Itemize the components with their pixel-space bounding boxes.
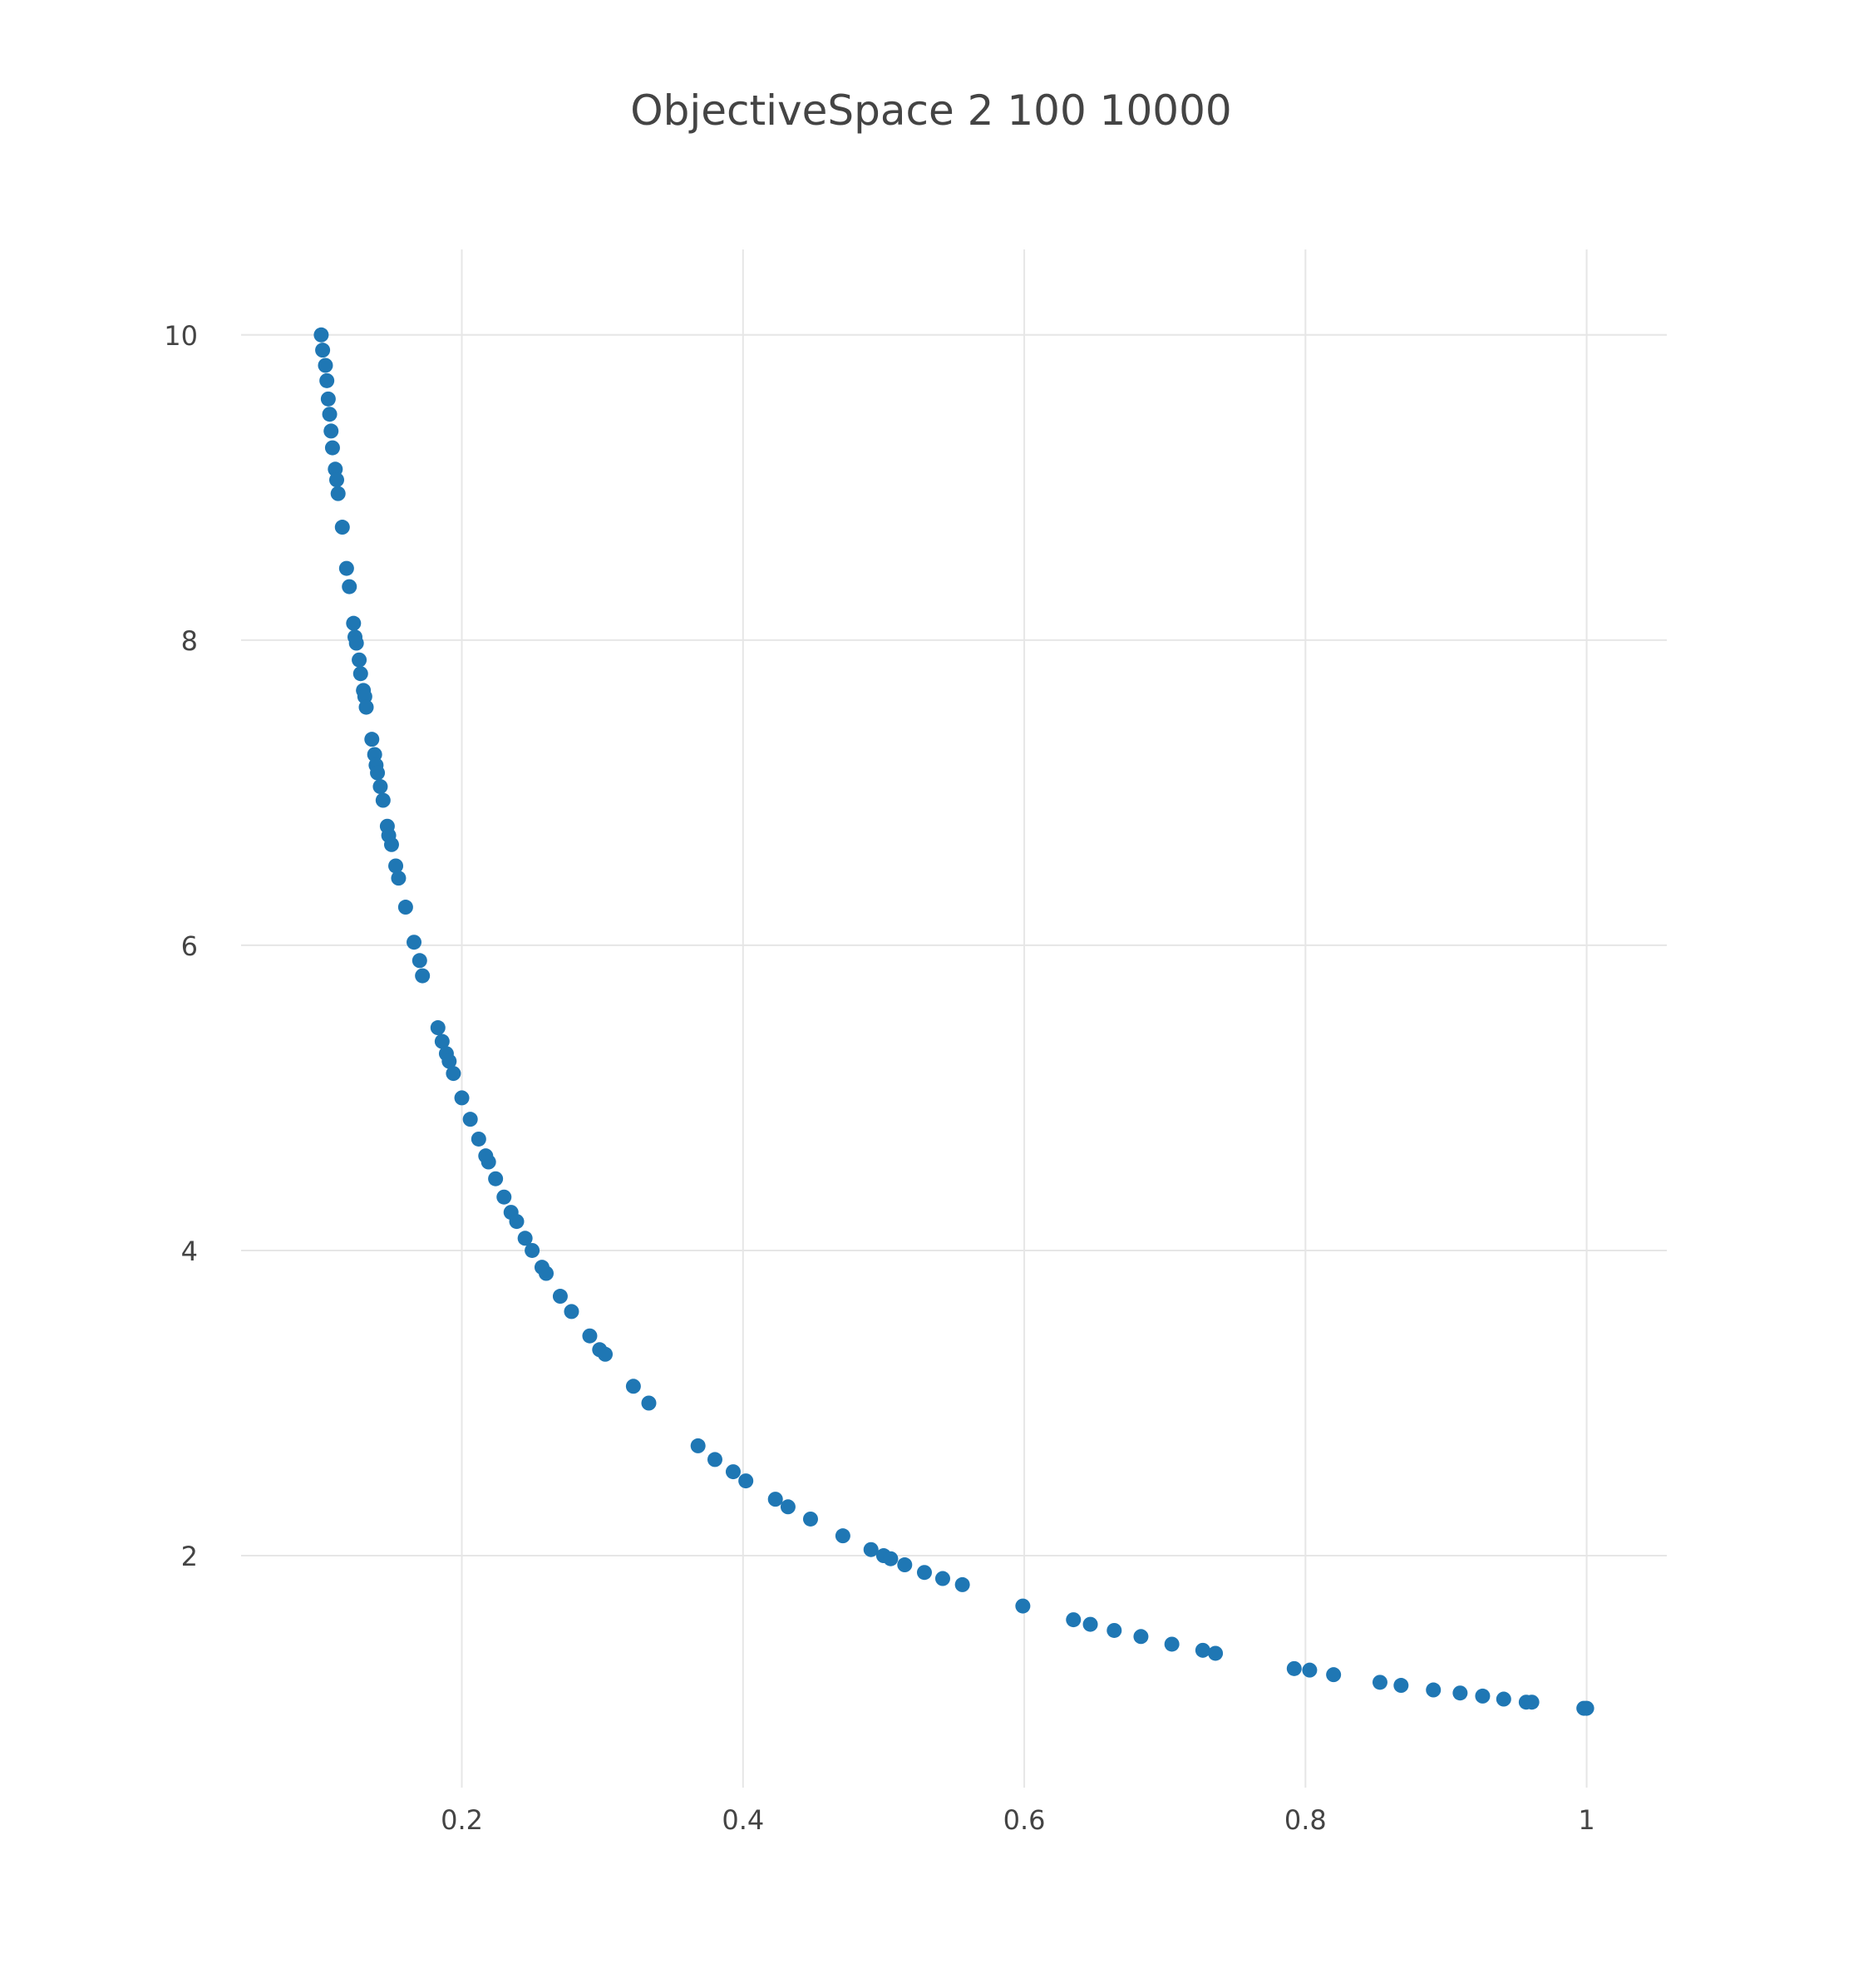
data-point	[412, 953, 427, 969]
data-point	[375, 792, 391, 808]
data-point	[598, 1346, 614, 1362]
x-axis-tick-labels: 0.2 0.4 0.6 0.8 1	[441, 1804, 1595, 1836]
data-point	[1452, 1685, 1468, 1701]
data-point	[407, 935, 422, 950]
data-point	[391, 871, 407, 886]
y-tick-label: 2	[181, 1541, 198, 1572]
data-point	[322, 407, 338, 422]
data-point	[1164, 1636, 1180, 1652]
data-point	[462, 1112, 478, 1127]
data-point	[315, 343, 331, 358]
data-point	[1133, 1629, 1149, 1645]
data-point	[954, 1576, 970, 1592]
data-point	[430, 1020, 446, 1036]
data-point	[582, 1328, 598, 1344]
y-axis-tick-labels: 2 4 6 8 10	[164, 320, 198, 1572]
data-point	[1015, 1598, 1031, 1614]
data-point	[564, 1304, 579, 1320]
data-point	[539, 1265, 554, 1281]
data-point	[446, 1066, 461, 1082]
data-point	[338, 560, 354, 576]
x-gridlines	[461, 249, 1588, 1788]
data-point	[1579, 1700, 1594, 1716]
data-point	[1208, 1645, 1224, 1661]
data-point	[471, 1131, 486, 1147]
data-point	[725, 1464, 741, 1480]
chart-title: ObjectiveSpace 2 100 10000	[630, 86, 1231, 135]
data-point	[329, 472, 345, 488]
data-points	[313, 327, 1594, 1716]
data-point	[883, 1551, 899, 1566]
data-point	[1066, 1612, 1082, 1628]
data-point	[517, 1231, 533, 1246]
data-point	[415, 968, 431, 984]
data-point	[397, 900, 413, 915]
data-point	[334, 520, 350, 535]
data-point	[625, 1379, 641, 1394]
data-point	[313, 327, 329, 343]
x-tick-label: 0.8	[1284, 1804, 1327, 1836]
data-point	[863, 1542, 879, 1557]
y-tick-label: 6	[181, 930, 198, 962]
data-point	[835, 1528, 850, 1544]
y-tick-label: 4	[181, 1236, 198, 1267]
data-point	[352, 666, 368, 682]
data-point	[370, 765, 386, 781]
data-point	[780, 1499, 796, 1515]
data-point	[324, 440, 340, 456]
data-point	[496, 1189, 512, 1205]
data-point	[1082, 1616, 1098, 1632]
data-point	[707, 1452, 722, 1468]
data-point	[346, 615, 362, 631]
data-point	[552, 1289, 568, 1305]
data-point	[348, 635, 364, 651]
data-point	[352, 652, 367, 668]
data-point	[358, 699, 374, 715]
data-point	[1195, 1642, 1210, 1658]
data-point	[1393, 1678, 1409, 1694]
data-point	[319, 372, 335, 388]
data-point	[525, 1242, 540, 1258]
data-point	[1302, 1662, 1318, 1678]
data-point	[330, 486, 346, 501]
data-point	[372, 779, 388, 795]
data-point	[441, 1053, 457, 1069]
data-point	[342, 579, 357, 594]
data-point	[897, 1557, 913, 1573]
data-point	[454, 1090, 470, 1106]
data-point	[320, 391, 336, 407]
data-point	[1372, 1675, 1387, 1690]
data-point	[323, 423, 339, 439]
data-point	[1286, 1660, 1302, 1676]
x-tick-label: 0.2	[441, 1804, 483, 1836]
data-point	[388, 858, 404, 874]
x-tick-label: 1	[1578, 1804, 1594, 1836]
x-tick-label: 0.4	[722, 1804, 764, 1836]
data-point	[934, 1571, 950, 1586]
data-point	[1426, 1682, 1442, 1698]
data-point	[802, 1511, 818, 1527]
data-point	[641, 1395, 657, 1411]
data-point	[364, 732, 380, 747]
y-tick-label: 8	[181, 625, 198, 657]
data-point	[481, 1154, 496, 1170]
data-point	[738, 1473, 754, 1489]
y-gridlines	[241, 333, 1667, 1557]
data-point	[318, 358, 333, 373]
data-point	[383, 836, 399, 852]
data-point	[1524, 1694, 1540, 1710]
data-point	[434, 1033, 450, 1049]
y-tick-label: 10	[164, 320, 198, 352]
data-point	[690, 1438, 706, 1453]
data-point	[488, 1171, 504, 1186]
data-point	[1106, 1622, 1122, 1638]
data-point	[916, 1565, 932, 1581]
data-point	[509, 1214, 525, 1230]
data-point	[767, 1492, 783, 1507]
x-tick-label: 0.6	[1003, 1804, 1046, 1836]
data-point	[1496, 1691, 1511, 1707]
data-point	[1326, 1667, 1342, 1683]
data-point	[1475, 1688, 1491, 1704]
